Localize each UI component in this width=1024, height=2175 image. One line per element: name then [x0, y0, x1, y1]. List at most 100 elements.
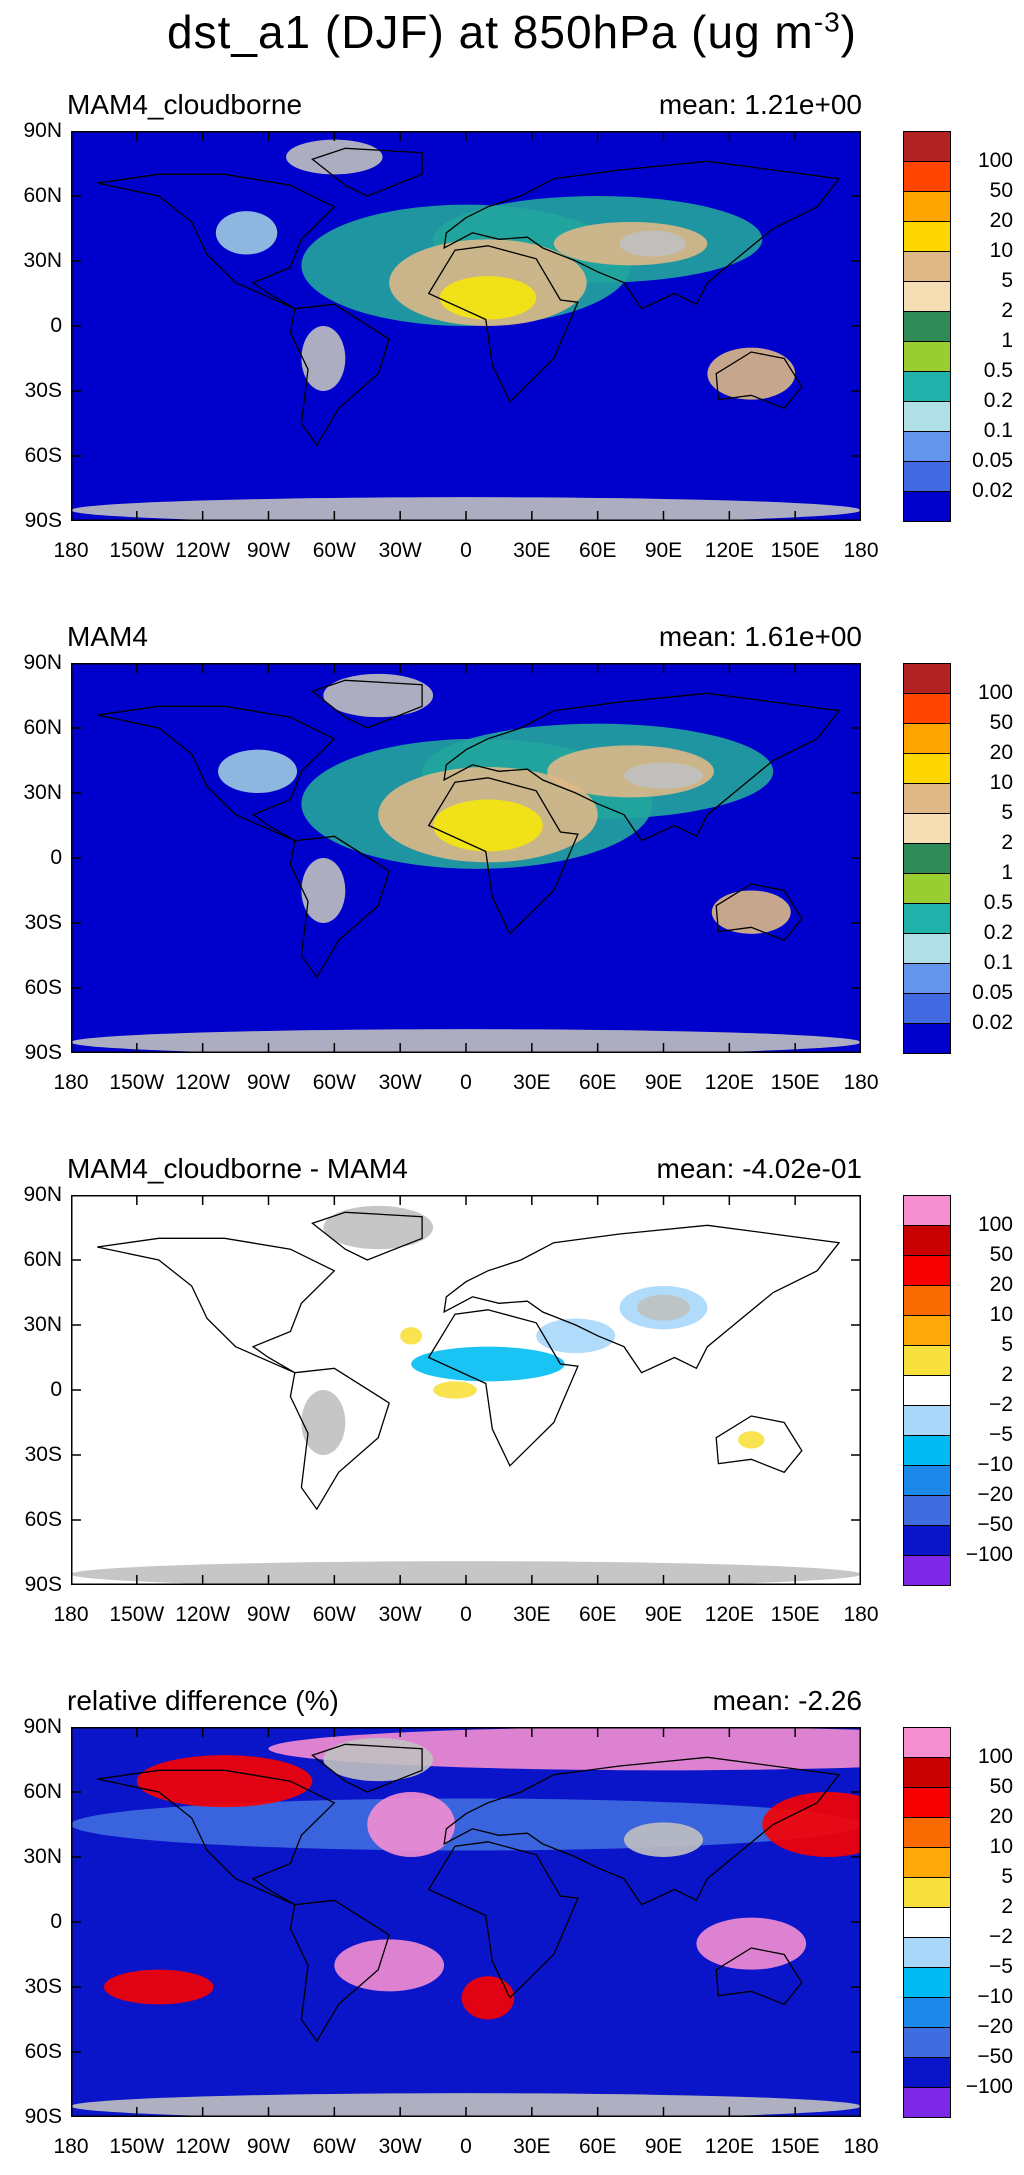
- field-region: [323, 1737, 434, 1782]
- lon-tick-label: 150E: [770, 2135, 820, 2158]
- legend-label: 0.02: [972, 479, 1013, 502]
- figure-title-exponent: -3: [813, 6, 841, 38]
- lat-tick-label: 60N: [23, 1780, 62, 1803]
- lat-tick-label: 90N: [23, 1715, 62, 1738]
- field-region: [461, 1976, 515, 2020]
- legend-label: 0.05: [972, 449, 1013, 472]
- legend-label: 0.05: [972, 981, 1013, 1004]
- legend-swatch: [903, 1023, 951, 1054]
- lon-tick-label: 30W: [378, 1603, 422, 1626]
- legend-label: 20: [989, 741, 1013, 764]
- lon-tick-label: 150W: [109, 2135, 165, 2158]
- lon-tick-label: 180: [53, 1603, 89, 1626]
- lon-tick-label: 30W: [378, 2135, 422, 2158]
- coastline: [427, 1841, 579, 1999]
- legend-label: 5: [1001, 269, 1013, 292]
- lon-tick-label: 150W: [109, 1603, 165, 1626]
- lat-tick-label: 60S: [24, 2040, 62, 2063]
- lon-tick-label: 30E: [513, 1071, 551, 1094]
- panel-mean: mean: 1.61e+00: [658, 621, 862, 652]
- legend-swatch: [903, 663, 951, 694]
- legend-swatch: [903, 1847, 951, 1878]
- legend-label: 100: [977, 149, 1013, 172]
- lon-tick-label: 0: [460, 1071, 472, 1094]
- legend-swatch: [903, 873, 951, 904]
- coastline: [289, 1899, 390, 2043]
- lat-tick-label: 30S: [24, 379, 62, 402]
- coastline: [715, 1947, 803, 2006]
- lon-tick-label: 0: [460, 2135, 472, 2158]
- field-region: [619, 230, 686, 257]
- coastline: [443, 1756, 841, 1906]
- coastline: [715, 1415, 803, 1474]
- lat-tick-label: 30S: [24, 1443, 62, 1466]
- lat-tick-label: 30N: [23, 1313, 62, 1336]
- legend-swatch: [903, 1967, 951, 1998]
- field-region: [323, 673, 434, 718]
- lon-tick-label: 60W: [312, 2135, 356, 2158]
- legend-swatch: [903, 1555, 951, 1586]
- legend-label: 50: [989, 711, 1013, 734]
- legend-swatch: [903, 1405, 951, 1436]
- legend-label: 20: [989, 209, 1013, 232]
- legend-label: 100: [977, 681, 1013, 704]
- coastline: [427, 777, 579, 935]
- field-region: [439, 276, 537, 320]
- legend-swatch: [903, 1315, 951, 1346]
- legend-swatch: [903, 1255, 951, 1286]
- field-region: [433, 1381, 477, 1399]
- field-region: [334, 1939, 445, 1992]
- legend-label: 50: [989, 1775, 1013, 1798]
- lat-tick-label: 60N: [23, 184, 62, 207]
- panel-title: MAM4_cloudborne: [67, 89, 303, 120]
- field-region: [711, 890, 791, 934]
- legend-label: 10: [989, 771, 1013, 794]
- lon-tick-label: 120E: [704, 539, 754, 562]
- lat-tick-label: 90S: [24, 509, 62, 532]
- color-legend: 100 50 20 10 5 2 1 0.5 0.2 0.1 0.05 0.02: [903, 131, 1013, 522]
- legend-swatch: [903, 1727, 951, 1758]
- field-region: [136, 1755, 313, 1808]
- legend-label: 100: [977, 1745, 1013, 1768]
- panel-title: MAM4_cloudborne - MAM4: [67, 1153, 408, 1184]
- coastline: [311, 679, 423, 729]
- legend-label: −5: [989, 1423, 1013, 1446]
- lon-tick-label: 30W: [378, 1071, 422, 1094]
- panel-mean: mean: -2.26: [712, 1685, 862, 1716]
- coastline: [311, 1211, 423, 1261]
- legend-label: −5: [989, 1955, 1013, 1978]
- lat-tick-label: 0: [50, 846, 62, 869]
- lat-tick-label: 60N: [23, 716, 62, 739]
- legend-swatch: [903, 311, 951, 342]
- field-region: [215, 211, 278, 255]
- legend-swatch: [903, 1495, 951, 1526]
- lon-tick-label: 60W: [312, 1071, 356, 1094]
- legend-label: 10: [989, 1835, 1013, 1858]
- coastline: [443, 692, 841, 842]
- legend-label: 2: [1001, 1363, 1013, 1386]
- coastline: [97, 173, 336, 310]
- color-legend: 100 50 20 10 5 2 −2 −5 −10 −20 −50 −100: [903, 1195, 1013, 1586]
- lon-tick-label: 60W: [312, 1603, 356, 1626]
- legend-swatch: [903, 1907, 951, 1938]
- legend-swatch: [903, 1285, 951, 1316]
- lon-tick-label: 0: [460, 1603, 472, 1626]
- legend-swatch: [903, 723, 951, 754]
- color-legend: 100 50 20 10 5 2 −2 −5 −10 −20 −50 −100: [903, 1727, 1013, 2118]
- lon-tick-label: 90W: [246, 1603, 291, 1626]
- legend-swatch: [903, 1757, 951, 1788]
- lon-tick-label: 180: [843, 1071, 879, 1094]
- lon-tick-label: 120W: [175, 539, 231, 562]
- legend-label: −20: [977, 1483, 1013, 1506]
- map-plot: [71, 131, 861, 521]
- lon-tick-label: 60E: [578, 1603, 617, 1626]
- legend-label: 0.1: [983, 951, 1013, 974]
- legend-label: 5: [1001, 1865, 1013, 1888]
- legend-swatch: [903, 461, 951, 492]
- lat-tick-label: 0: [50, 314, 62, 337]
- legend-label: 0.5: [983, 891, 1013, 914]
- lon-tick-label: 150E: [770, 1071, 820, 1094]
- legend-swatch: [903, 1937, 951, 1968]
- field-region: [103, 1969, 214, 2005]
- lat-tick-label: 60S: [24, 1508, 62, 1531]
